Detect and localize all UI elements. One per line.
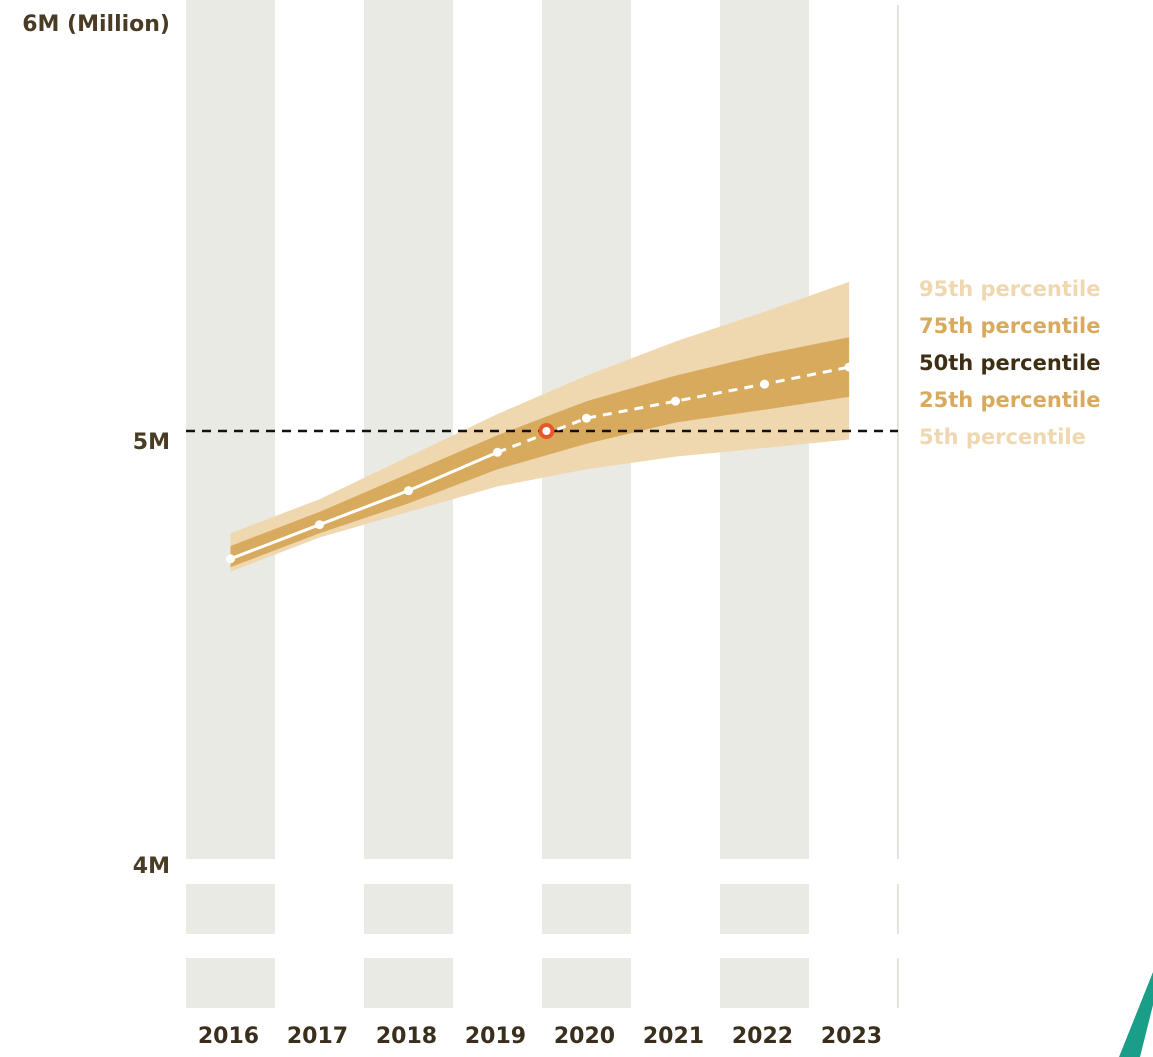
band-25-75 xyxy=(230,337,850,568)
legend-entry: 50th percentile xyxy=(919,351,1100,375)
legend-entry: 75th percentile xyxy=(919,314,1100,338)
year-column xyxy=(186,0,275,859)
median-point xyxy=(226,554,235,564)
median-line-historical xyxy=(229,450,499,561)
year-column-gap-segment xyxy=(542,958,631,1008)
x-tick-label: 2023 xyxy=(821,1024,882,1049)
year-column-gap-segment xyxy=(720,958,809,1008)
median-point xyxy=(760,379,769,389)
legend-entry: 25th percentile xyxy=(919,388,1100,412)
year-column-gap-segment xyxy=(720,884,809,934)
x-tick-label: 2018 xyxy=(376,1024,437,1049)
median-point xyxy=(404,486,413,496)
y-tick-label: 5M xyxy=(133,430,170,455)
x-tick-label: 2022 xyxy=(732,1024,793,1049)
median-point xyxy=(671,396,680,406)
median-line xyxy=(226,362,854,564)
x-tick-label: 2016 xyxy=(198,1024,259,1049)
legend: 95th percentile 75th percentile 50th perce… xyxy=(919,277,1100,449)
x-tick-label: 2021 xyxy=(643,1024,704,1049)
legend-entry: 5th percentile xyxy=(919,425,1086,449)
year-column-gap-segment xyxy=(186,884,275,934)
x-tick-label: 2017 xyxy=(287,1024,348,1049)
year-column-gap-segment xyxy=(364,884,453,934)
median-point xyxy=(582,413,591,423)
highlight-point-inner xyxy=(542,427,551,435)
median-point xyxy=(493,447,502,457)
year-column-gap-segment xyxy=(542,884,631,934)
y-axis: 6M (Million) 5M 4M xyxy=(22,12,170,879)
median-line-projected xyxy=(496,365,850,454)
median-point xyxy=(315,520,324,530)
x-tick-label: 2019 xyxy=(465,1024,526,1049)
year-column-gap-segment xyxy=(186,958,275,1008)
median-point xyxy=(844,362,854,372)
decorative-corner-stripe-icon xyxy=(1119,972,1153,1057)
y-axis-label: 6M (Million) xyxy=(22,12,170,37)
year-column-gap-segment xyxy=(364,958,453,1008)
year-columns xyxy=(186,0,899,1008)
year-column xyxy=(364,0,453,859)
y-tick-label: 4M xyxy=(133,854,170,879)
legend-entry: 95th percentile xyxy=(919,277,1100,301)
x-axis: 2016 2017 2018 2019 2020 2021 2022 2023 xyxy=(198,1024,882,1049)
x-tick-label: 2020 xyxy=(554,1024,615,1049)
